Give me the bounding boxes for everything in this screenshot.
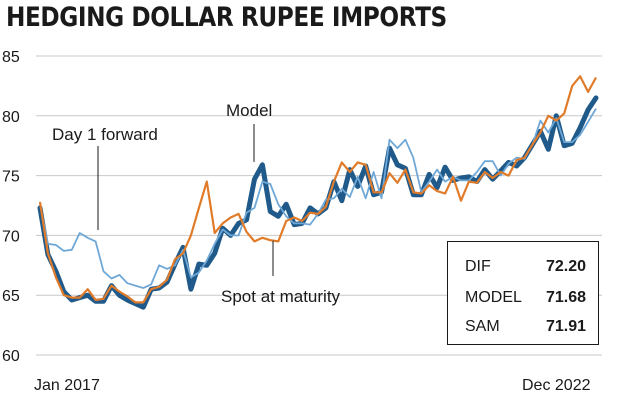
x-tick-label-start: Jan 2017 <box>34 377 100 394</box>
x-tick-label-end: Dec 2022 <box>522 377 591 394</box>
y-tick-label: 85 <box>2 49 20 66</box>
stat-label: DIF <box>465 258 491 275</box>
stat-row-sam: SAM 71.91 <box>448 318 598 342</box>
stat-row-dif: DIF 72.20 <box>448 258 598 282</box>
stat-label: SAM <box>465 318 500 335</box>
stat-value: 72.20 <box>545 258 586 275</box>
annotation-day-1-forward: Day 1 forward <box>52 125 158 144</box>
stat-value: 71.68 <box>545 289 586 306</box>
annotation-spot-at-maturity: Spot at maturity <box>221 287 341 306</box>
stats-box: DIF 72.20 MODEL 71.68 SAM 71.91 <box>447 241 599 345</box>
y-tick-label: 80 <box>2 109 20 126</box>
y-tick-label: 65 <box>2 288 20 305</box>
stat-row-model: MODEL 71.68 <box>448 289 598 313</box>
y-tick-label: 70 <box>2 228 20 245</box>
y-tick-label: 75 <box>2 169 20 186</box>
annotation-model: Model <box>226 101 272 120</box>
chart-title: HEDGING DOLLAR RUPEE IMPORTS <box>6 2 447 33</box>
stat-value: 71.91 <box>545 318 586 335</box>
y-tick-label: 60 <box>2 348 20 365</box>
stat-label: MODEL <box>465 289 522 306</box>
